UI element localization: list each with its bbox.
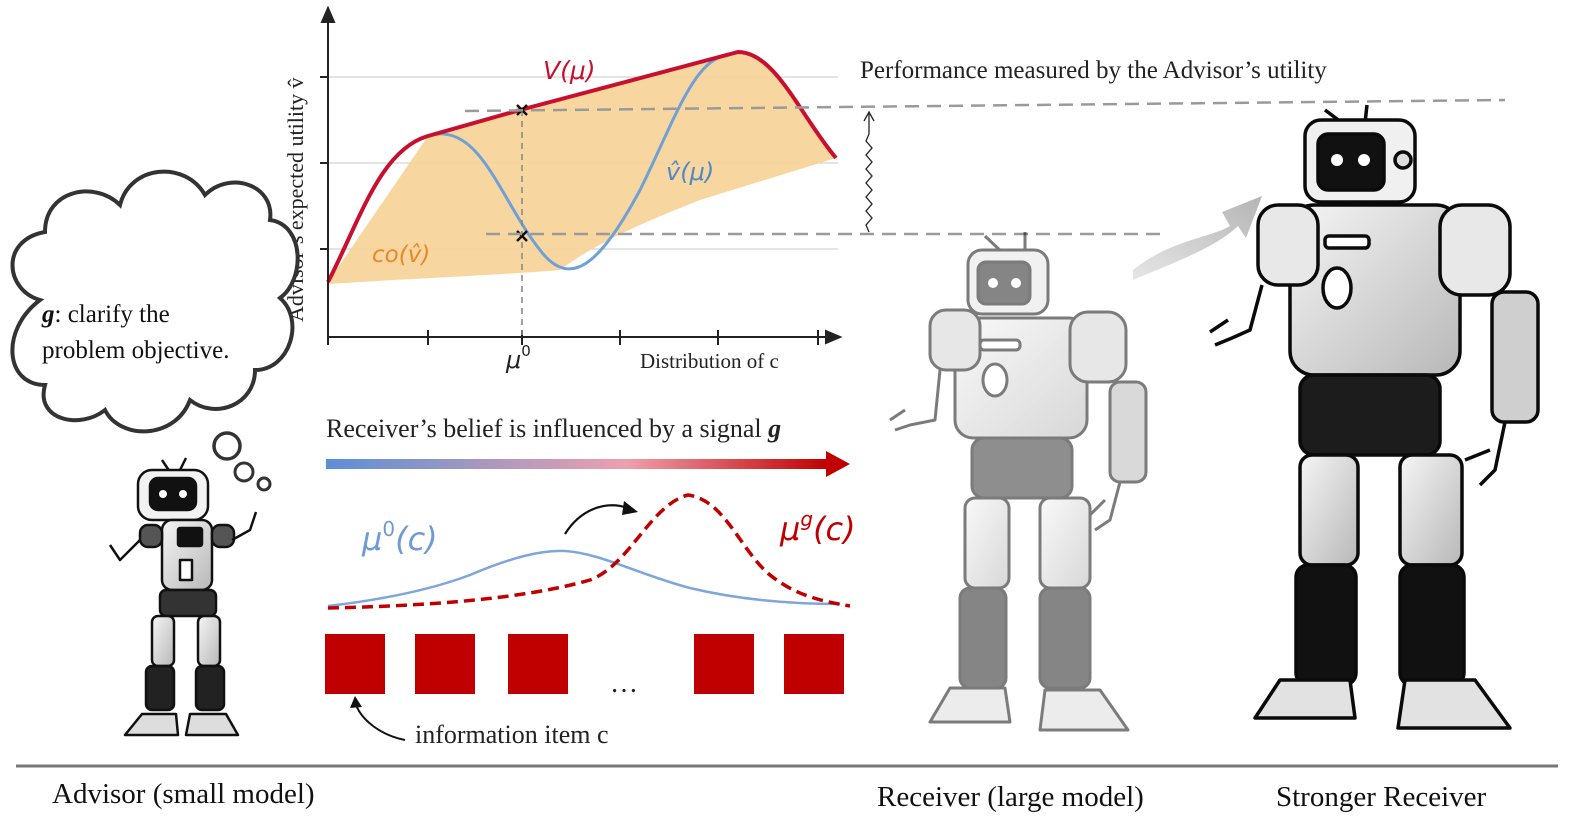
advisor-robot [108,457,258,737]
upper-dashed-level [464,98,1506,113]
thought-line-2: problem objective. [42,337,229,364]
stronger-receiver-label: Stronger Receiver [1276,781,1487,813]
upgrade-arrow [1133,196,1262,280]
receiver-visor [976,260,1032,306]
information-item [784,634,844,694]
information-item [694,634,754,694]
stronger-receiver-robot [1209,104,1540,730]
item-caption-arrow [355,704,406,741]
thought-bubble: g: clarify the problem objective. [10,169,300,492]
signal-gradient-bar [326,459,828,469]
utility-plot: Advisor’s expected utility v̂ Distributi… [283,5,843,374]
performance-label: Performance measured by the Advisor’s ut… [860,57,1327,84]
posterior-distribution-curve [327,493,851,610]
item-caption: information item c [415,720,609,749]
advisor-visor [148,476,198,512]
thought-cloud [10,169,300,434]
thought-dot-large [212,431,242,461]
stronger-visor [1316,132,1386,192]
performance-annotation: Performance measured by the Advisor’s ut… [464,57,1506,280]
concave-hull-label: co(v̂) [372,242,430,268]
information-item [325,634,385,694]
signal-arrowhead [826,451,850,477]
advisor-label: Advisor (small model) [52,778,315,810]
posterior-label: μg(c) [779,507,856,548]
thought-dot-medium [233,461,255,483]
signal-label: Receiver’s belief is influenced by a sig… [326,414,781,443]
curve-V-label: V(μ) [543,56,596,85]
prior-label: μ0(c) [361,517,438,558]
items-ellipsis: … [610,668,638,699]
thought-dot-small [256,476,272,492]
shift-arrowhead [622,501,638,515]
signal-section: Receiver’s belief is influenced by a sig… [326,414,850,477]
receiver-label: Receiver (large model) [877,781,1144,813]
plot-axes [320,5,843,345]
belief-distributions: μ0(c) μg(c) [327,493,856,610]
receiver-robot [889,232,1148,732]
V-curve [326,49,838,283]
item-caption-arrowhead [350,696,362,708]
x-axis-label: Distribution of c [640,349,779,373]
thought-line-1: g: clarify the [41,301,170,328]
information-item [415,634,475,694]
x-tick-mu0: μ0 [505,342,531,374]
shift-arrow [564,504,629,535]
improvement-arrow [863,110,875,233]
vhat-curve [427,56,719,271]
concave-hull-region [328,52,836,284]
curve-vhat-label: v̂(μ) [666,158,714,186]
information-item [508,634,568,694]
prior-distribution-curve [327,549,841,608]
information-items: … information item c [325,634,844,749]
